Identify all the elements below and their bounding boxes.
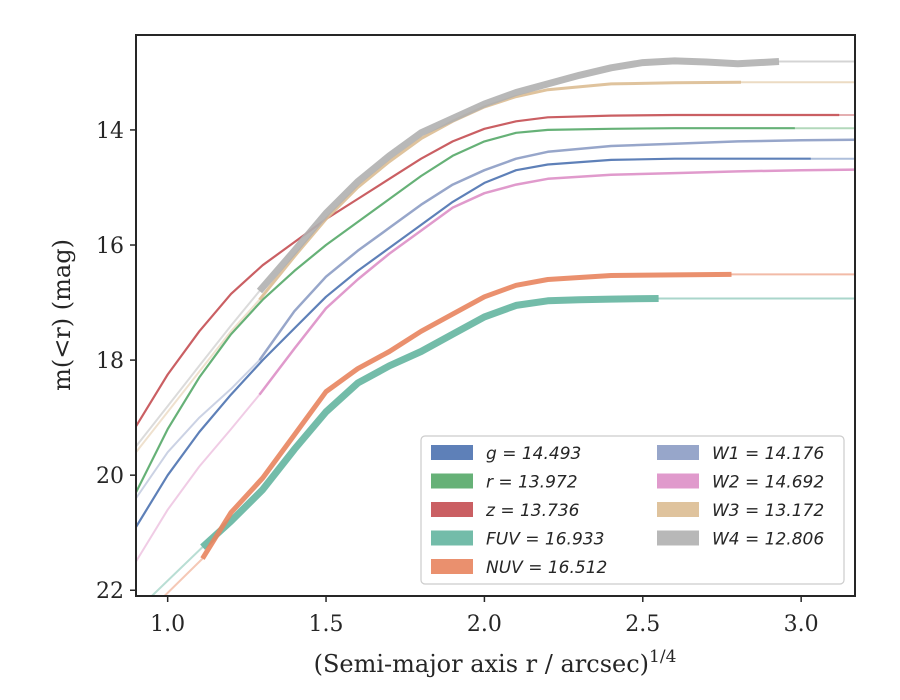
x-tick-label: 2.5 xyxy=(625,612,660,637)
y-tick-label: 20 xyxy=(96,464,124,489)
legend-swatch xyxy=(657,502,699,517)
series-w2-line xyxy=(258,168,855,396)
series-w4 xyxy=(136,57,855,448)
y-axis: 14 16 18 20 22 xyxy=(96,119,136,604)
x-axis: 1.0 1.5 2.0 2.5 3.0 xyxy=(150,596,819,637)
series-w4-extension xyxy=(136,290,261,448)
series-w1 xyxy=(136,138,855,500)
legend-item-z: z = 13.736 xyxy=(431,501,580,521)
legend-label: W3 = 13.172 xyxy=(712,501,824,521)
series-g xyxy=(136,157,855,528)
legend-swatch xyxy=(431,473,473,489)
legend-label: FUV = 16.933 xyxy=(486,530,604,550)
series-r-line xyxy=(136,127,795,493)
x-tick-label: 2.0 xyxy=(467,612,502,637)
series-z xyxy=(136,113,855,427)
plot-frame xyxy=(135,34,856,597)
y-tick-label: 18 xyxy=(96,349,124,374)
legend-label: z = 13.736 xyxy=(485,501,580,521)
series-nuv xyxy=(163,271,855,596)
series-fuv-line xyxy=(200,295,659,550)
series-nuv-extension xyxy=(163,557,204,596)
legend-label: g = 14.493 xyxy=(486,444,581,464)
x-axis-label-text: (Semi-major axis r / arcsec) xyxy=(314,650,649,678)
series-w2-extension xyxy=(136,393,261,563)
legend-frame xyxy=(420,435,845,585)
legend-item-w2: W2 = 14.692 xyxy=(657,473,824,493)
series-g-line xyxy=(136,157,811,528)
legend-label: W1 = 14.176 xyxy=(712,444,824,464)
legend-label: r = 13.972 xyxy=(486,473,578,493)
series-r xyxy=(136,127,855,493)
series-z-line xyxy=(136,113,840,427)
y-tick-label: 14 xyxy=(96,119,124,144)
series-w1-line xyxy=(258,138,855,361)
x-tick-label: 1.0 xyxy=(150,612,185,637)
legend-swatch xyxy=(657,445,699,460)
series-fuv xyxy=(150,295,855,596)
legend-item-w3: W3 = 13.172 xyxy=(657,501,824,521)
legend-item-nuv: NUV = 16.512 xyxy=(431,558,607,578)
series-fuv-extension xyxy=(150,546,204,596)
x-axis-label-exponent: 1/4 xyxy=(649,647,676,667)
x-tick-label: 3.0 xyxy=(784,612,819,637)
legend-item-w4: W4 = 12.806 xyxy=(657,530,824,550)
plot-area xyxy=(136,57,855,596)
legend-swatch xyxy=(431,445,473,460)
legend-item-fuv: FUV = 16.933 xyxy=(431,530,604,550)
series-w3-extension xyxy=(136,298,261,454)
legend: g = 14.493 r = 13.972 z = 13.736 FUV = 16.9… xyxy=(420,435,845,585)
legend-item-g: g = 14.493 xyxy=(431,444,581,464)
y-tick-label: 16 xyxy=(96,234,124,259)
legend-item-r: r = 13.972 xyxy=(431,473,578,493)
legend-swatch xyxy=(431,530,473,546)
legend-label: W2 = 14.692 xyxy=(712,473,824,493)
x-tick-label: 1.5 xyxy=(309,612,344,637)
y-tick-label: 22 xyxy=(96,579,124,604)
series-w1-extension xyxy=(136,359,261,500)
legend-swatch xyxy=(657,530,699,546)
series-w2 xyxy=(136,168,855,563)
legend-swatch xyxy=(657,473,699,489)
series-nuv-line xyxy=(200,271,732,560)
legend-swatch xyxy=(431,559,473,574)
legend-label: NUV = 16.512 xyxy=(486,558,607,578)
x-axis-label: (Semi-major axis r / arcsec)1/4 xyxy=(314,647,677,678)
legend-label: W4 = 12.806 xyxy=(712,530,824,550)
legend-swatch xyxy=(431,502,473,517)
series-w4-line xyxy=(256,57,780,294)
legend-item-w1: W1 = 14.176 xyxy=(657,444,824,464)
y-axis-label: m(<r) (mag) xyxy=(48,239,76,391)
